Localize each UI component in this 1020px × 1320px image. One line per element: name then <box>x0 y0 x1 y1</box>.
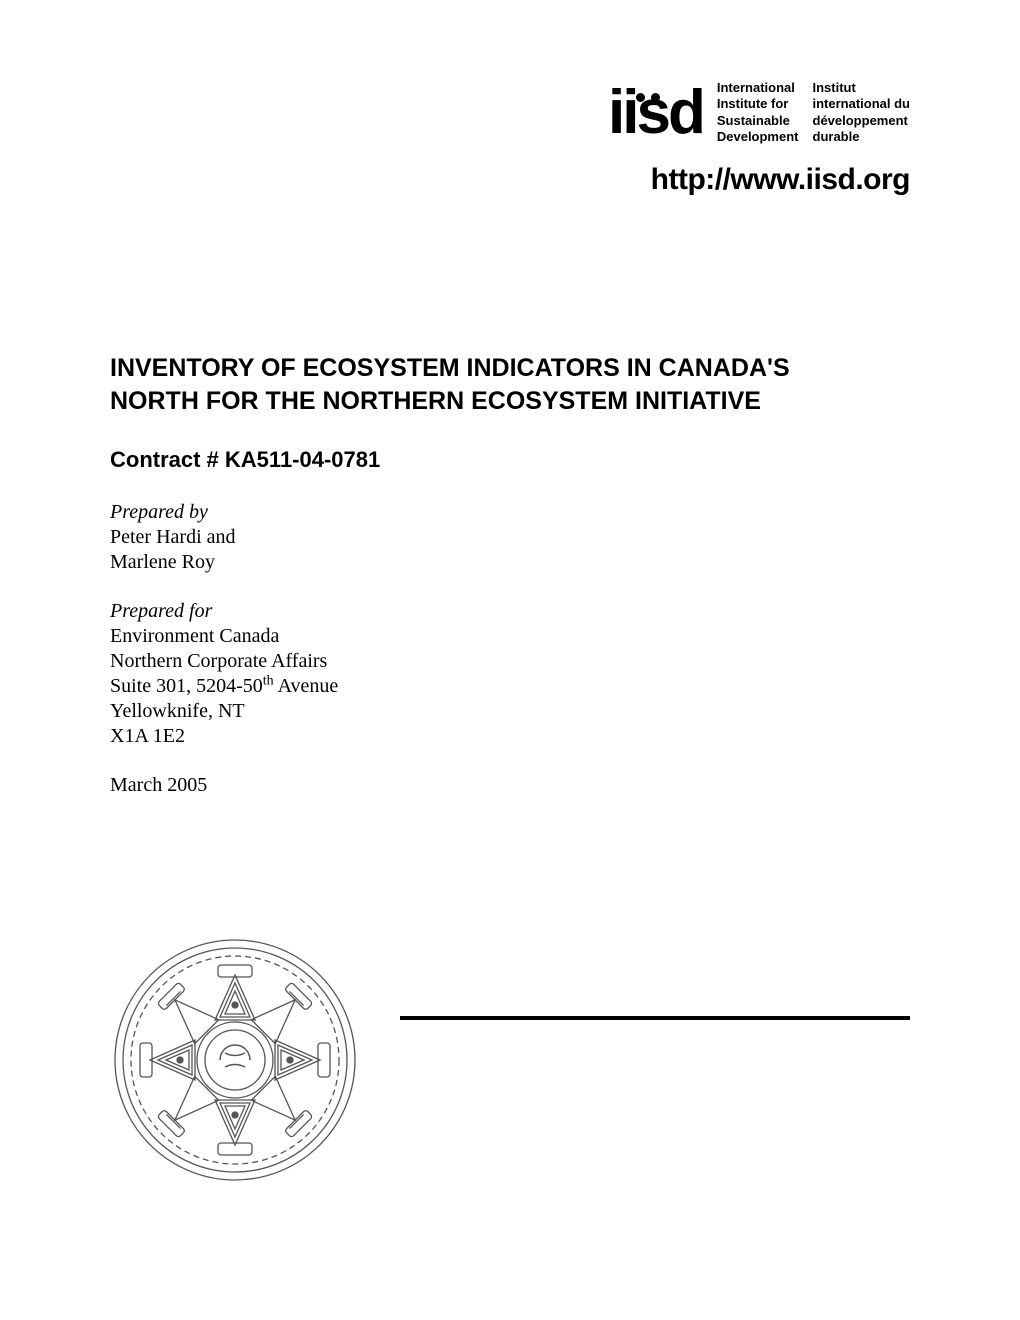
meta-block: Prepared by Peter Hardi and Marlene Roy … <box>110 500 590 798</box>
prepared-for-line: Northern Corporate Affairs <box>110 649 590 674</box>
tagline-text: Institute for <box>717 96 799 112</box>
prepared-for-heading: Prepared for <box>110 599 590 624</box>
address-ordinal: th <box>263 673 274 688</box>
tagline-text: durable <box>813 129 911 145</box>
address-pre: Suite 301, 5204-50 <box>110 675 263 697</box>
tagline-text: Sustainable <box>717 113 799 129</box>
address-post: Avenue <box>274 675 339 697</box>
logo-dot-icon <box>651 93 660 102</box>
tagline-text: développement <box>813 113 911 129</box>
logo-tagline-fr: Institut international du développement … <box>813 80 911 145</box>
tagline-text: Institut <box>813 80 911 96</box>
prepared-for-line: X1A 1E2 <box>110 724 590 749</box>
logo-dot-icon <box>636 93 645 102</box>
logo-row: iisd International Institute for Sustain… <box>636 80 910 145</box>
logo-dots <box>636 93 660 102</box>
prepared-for-group: Prepared for Environment Canada Northern… <box>110 599 590 749</box>
medallion-icon <box>110 935 360 1185</box>
logo-url: http://www.iisd.org <box>651 163 910 197</box>
prepared-for-line: Suite 301, 5204-50th Avenue <box>110 674 590 699</box>
horizontal-rule <box>400 1016 910 1020</box>
prepared-by-name: Marlene Roy <box>110 550 590 575</box>
document-date: March 2005 <box>110 773 590 798</box>
prepared-for-line: Environment Canada <box>110 624 590 649</box>
tagline-text: International <box>717 80 799 96</box>
prepared-by-group: Prepared by Peter Hardi and Marlene Roy <box>110 500 590 575</box>
contract-number: Contract # KA511-04-0781 <box>110 447 910 473</box>
prepared-by-name: Peter Hardi and <box>110 525 590 550</box>
prepared-by-heading: Prepared by <box>110 500 590 525</box>
page: iisd International Institute for Sustain… <box>0 0 1020 1320</box>
document-title: INVENTORY OF ECOSYSTEM INDICATORS IN CAN… <box>110 352 910 417</box>
header-logo-block: iisd International Institute for Sustain… <box>480 80 910 197</box>
seal-emblem-icon <box>110 935 360 1190</box>
logo-wordmark: iisd <box>608 82 703 144</box>
title-line: NORTH FOR THE NORTHERN ECOSYSTEM INITIAT… <box>110 385 910 418</box>
tagline-text: international du <box>813 96 911 112</box>
title-line: INVENTORY OF ECOSYSTEM INDICATORS IN CAN… <box>110 352 910 385</box>
title-block: INVENTORY OF ECOSYSTEM INDICATORS IN CAN… <box>110 352 910 473</box>
prepared-for-line: Yellowknife, NT <box>110 699 590 724</box>
logo-wordmark-container: iisd <box>636 82 703 144</box>
logo-taglines: International Institute for Sustainable … <box>717 80 910 145</box>
logo-tagline-en: International Institute for Sustainable … <box>717 80 799 145</box>
tagline-text: Development <box>717 129 799 145</box>
